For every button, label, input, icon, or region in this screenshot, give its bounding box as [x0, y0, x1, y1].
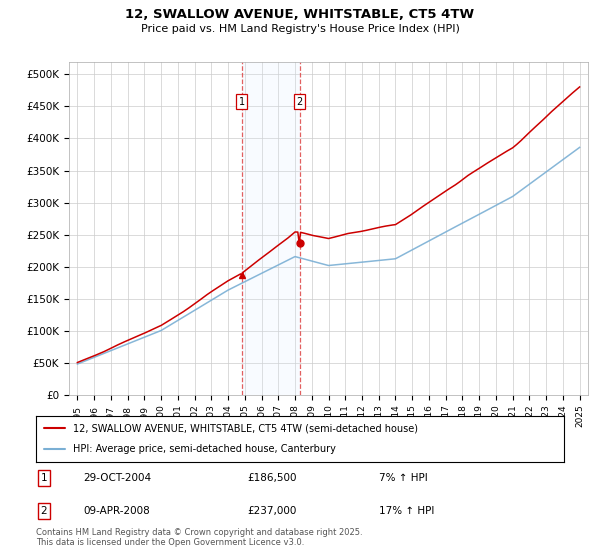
Text: 2: 2 [41, 506, 47, 516]
Text: 09-APR-2008: 09-APR-2008 [83, 506, 150, 516]
Text: £237,000: £237,000 [247, 506, 296, 516]
Text: 1: 1 [41, 473, 47, 483]
Text: Contains HM Land Registry data © Crown copyright and database right 2025.
This d: Contains HM Land Registry data © Crown c… [36, 528, 362, 547]
Text: Price paid vs. HM Land Registry's House Price Index (HPI): Price paid vs. HM Land Registry's House … [140, 24, 460, 34]
Text: 12, SWALLOW AVENUE, WHITSTABLE, CT5 4TW: 12, SWALLOW AVENUE, WHITSTABLE, CT5 4TW [125, 8, 475, 21]
Text: 12, SWALLOW AVENUE, WHITSTABLE, CT5 4TW (semi-detached house): 12, SWALLOW AVENUE, WHITSTABLE, CT5 4TW … [73, 423, 418, 433]
Text: 7% ↑ HPI: 7% ↑ HPI [379, 473, 428, 483]
Text: 29-OCT-2004: 29-OCT-2004 [83, 473, 152, 483]
Text: 17% ↑ HPI: 17% ↑ HPI [379, 506, 434, 516]
Text: HPI: Average price, semi-detached house, Canterbury: HPI: Average price, semi-detached house,… [73, 445, 336, 455]
Text: 2: 2 [296, 96, 302, 106]
Text: £186,500: £186,500 [247, 473, 297, 483]
Bar [242, 62, 299, 395]
Text: 1: 1 [239, 96, 245, 106]
